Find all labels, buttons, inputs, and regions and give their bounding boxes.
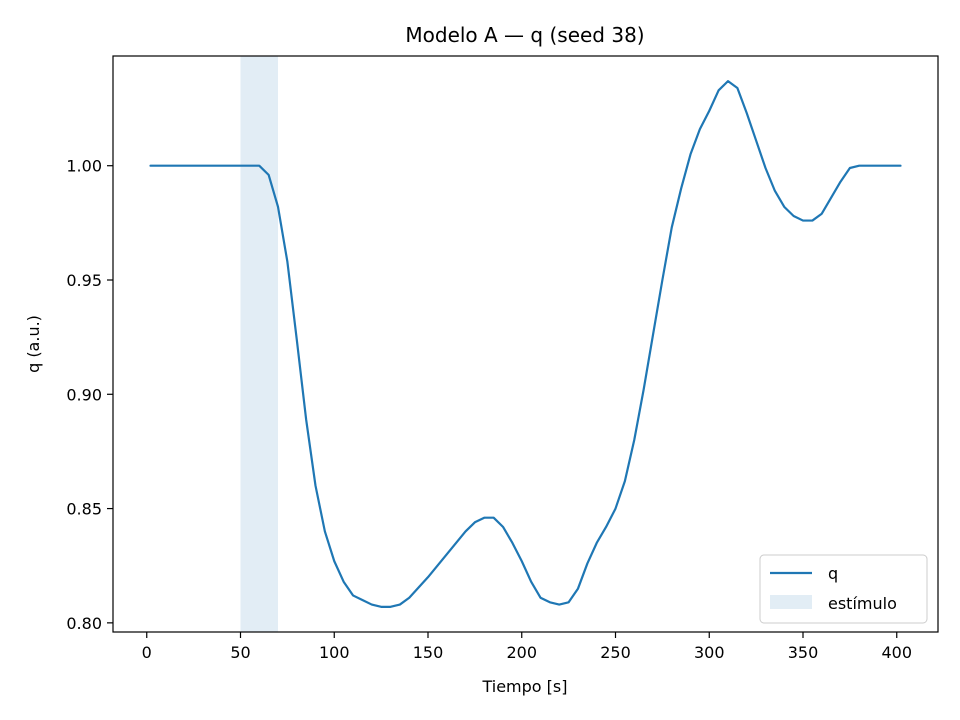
legend: q estímulo — [759, 554, 928, 624]
x-ticks: 0 50 100 150 200 250 300 350 400 — [142, 632, 912, 662]
x-tick-label: 0 — [142, 643, 152, 662]
y-axis-label: q (a.u.) — [24, 315, 43, 373]
x-tick-label: 250 — [600, 643, 631, 662]
stimulus-band — [240, 56, 278, 632]
legend-label-estimulo: estímulo — [828, 594, 897, 613]
x-tick-label: 150 — [413, 643, 444, 662]
legend-swatch-estimulo — [770, 595, 812, 609]
x-tick-label: 50 — [230, 643, 250, 662]
x-axis-label: Tiempo [s] — [481, 677, 567, 696]
x-tick-label: 100 — [319, 643, 350, 662]
y-tick-label: 0.95 — [66, 271, 102, 290]
y-tick-label: 0.90 — [66, 385, 102, 404]
x-tick-label: 300 — [694, 643, 725, 662]
x-tick-label: 200 — [506, 643, 537, 662]
x-tick-label: 350 — [788, 643, 819, 662]
legend-label-q: q — [828, 564, 838, 583]
y-tick-label: 1.00 — [66, 157, 102, 176]
stimulus-band-layer — [240, 56, 278, 632]
y-tick-label: 0.80 — [66, 614, 102, 633]
series-layer — [149, 80, 902, 608]
y-ticks: 0.80 0.85 0.90 0.95 1.00 — [66, 157, 113, 633]
y-tick-label: 0.85 — [66, 500, 102, 519]
series-line-q — [149, 80, 902, 608]
plot-frame — [112, 55, 939, 633]
x-tick-label: 400 — [881, 643, 912, 662]
chart-title: Modelo A — q (seed 38) — [405, 23, 644, 47]
